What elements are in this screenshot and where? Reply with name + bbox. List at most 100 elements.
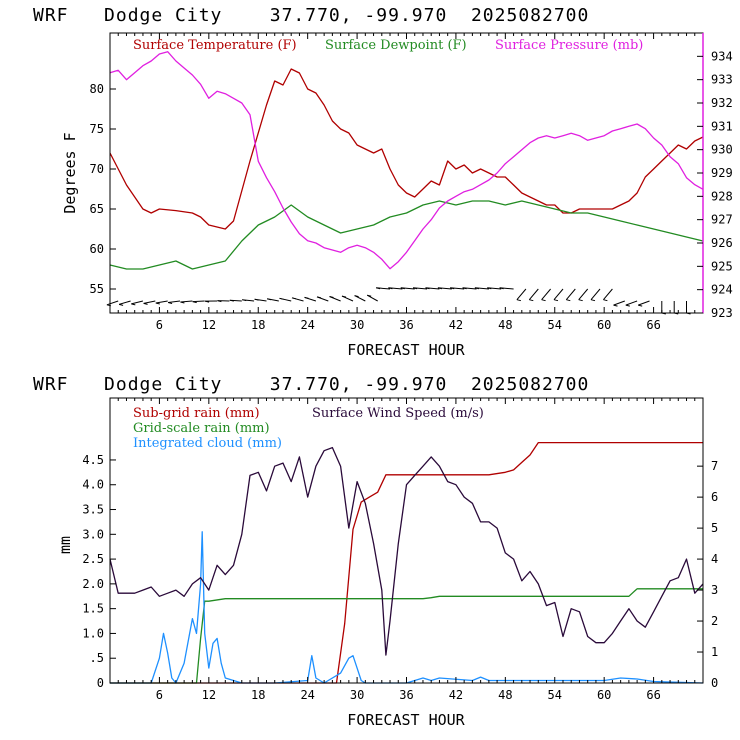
x-tick-label: 12 bbox=[202, 318, 216, 332]
x-tick-label: 30 bbox=[350, 318, 364, 332]
x-tick-label: 54 bbox=[548, 688, 562, 702]
wind-barb-flag bbox=[204, 300, 210, 303]
wind-barb bbox=[155, 300, 168, 304]
y-right-tick-label: 1 bbox=[711, 645, 718, 659]
y-right-tick-label: 7 bbox=[711, 459, 718, 473]
wind-barb bbox=[578, 288, 589, 301]
series-line-grid-scale-rain bbox=[110, 588, 703, 684]
y-right-tick-label: 928 bbox=[711, 189, 733, 203]
wind-barb-flag bbox=[367, 294, 372, 297]
wind-barb-flag bbox=[499, 287, 504, 290]
wind-barb-flag bbox=[400, 287, 405, 290]
y-tick-label: 55 bbox=[90, 282, 104, 296]
wind-barb bbox=[192, 300, 205, 303]
wind-barb-flag bbox=[516, 299, 522, 302]
series-line-surface-wind-speed bbox=[109, 446, 704, 656]
x-tick-label: 12 bbox=[202, 688, 216, 702]
y-right-tick-label: 3 bbox=[711, 583, 718, 597]
y-right-tick-label: 933 bbox=[711, 73, 733, 87]
y-tick-label: 75 bbox=[90, 122, 104, 136]
y-right-tick-label: 934 bbox=[711, 49, 733, 63]
wind-barb bbox=[106, 300, 119, 306]
series-line-sub-grid-rain bbox=[110, 441, 703, 684]
x-tick-label: 30 bbox=[350, 688, 364, 702]
y-right-tick-label: 2 bbox=[711, 614, 718, 628]
y-tick-label: 0 bbox=[97, 676, 104, 690]
wind-barb-flag bbox=[242, 299, 247, 302]
wind-barb-flag bbox=[566, 299, 571, 302]
wind-barb bbox=[565, 288, 576, 301]
x-tick-label: 36 bbox=[399, 318, 413, 332]
wind-barb bbox=[143, 300, 156, 304]
y-right-tick-label: 6 bbox=[711, 490, 718, 504]
wind-barb-flag bbox=[437, 287, 443, 290]
x-tick-label: 18 bbox=[251, 688, 265, 702]
wind-barb-flag bbox=[254, 298, 259, 301]
y-tick-label: 4.5 bbox=[82, 453, 104, 467]
x-tick-label: 24 bbox=[300, 318, 314, 332]
y-right-tick-label: 932 bbox=[711, 96, 733, 110]
series-line-surface-pressure bbox=[109, 51, 704, 270]
y-right-tick-label: 927 bbox=[711, 213, 733, 227]
wind-barb-flag bbox=[388, 287, 393, 290]
legend-pressure: Surface Pressure (mb) bbox=[495, 38, 643, 53]
x-tick-label: 6 bbox=[156, 318, 163, 332]
x-tick-label: 48 bbox=[498, 688, 512, 702]
y-right-tick-label: 0 bbox=[711, 676, 718, 690]
series-line-integrated-cloud bbox=[110, 531, 704, 684]
wind-barb-flag bbox=[143, 302, 148, 305]
wind-barb bbox=[516, 288, 527, 301]
wind-barb-flag bbox=[229, 299, 234, 302]
wind-barb-flag bbox=[541, 299, 546, 302]
legend-subgrid-rain: Sub-grid rain (mm) bbox=[133, 406, 260, 421]
wind-barb bbox=[528, 288, 539, 301]
wind-barb bbox=[168, 300, 181, 303]
wind-barb-flag bbox=[304, 296, 309, 299]
wind-barb-flag bbox=[553, 299, 559, 302]
wind-barb bbox=[590, 288, 601, 301]
wind-barb-flag bbox=[291, 297, 297, 300]
plot-frame-1 bbox=[109, 32, 704, 314]
y-right-tick-label: 925 bbox=[711, 259, 733, 273]
wind-barb-flag bbox=[450, 287, 455, 290]
y-tick-label: 80 bbox=[90, 82, 104, 96]
wind-barb-flag bbox=[118, 303, 124, 306]
legend-wind-speed: Surface Wind Speed (m/s) bbox=[312, 406, 484, 421]
wind-barb-flag bbox=[155, 302, 160, 305]
y-tick-label: 4.0 bbox=[82, 478, 104, 492]
y-tick-label: 60 bbox=[90, 242, 104, 256]
wind-barb-flag bbox=[474, 287, 480, 290]
y-right-tick-label: 931 bbox=[711, 119, 733, 133]
y-tick-label: 3.0 bbox=[82, 527, 104, 541]
chart-title-1: WRF Dodge City 37.770, -99.970 202508270… bbox=[33, 5, 589, 26]
x-tick-label: 24 bbox=[300, 688, 314, 702]
x-tick-label: 36 bbox=[399, 688, 413, 702]
x-tick-label: 48 bbox=[498, 318, 512, 332]
wind-barb-flag bbox=[625, 304, 630, 307]
series-line-surface-temperature bbox=[109, 68, 704, 230]
x-tick-label: 6 bbox=[156, 688, 163, 702]
wind-barb bbox=[603, 288, 613, 301]
wind-barb-flag bbox=[375, 287, 381, 290]
wind-barb-flag bbox=[412, 287, 418, 290]
x-tick-label: 18 bbox=[251, 318, 265, 332]
wind-barb-flag bbox=[487, 287, 492, 290]
x-axis-label-1: FORECAST HOUR bbox=[347, 341, 465, 359]
wind-barb bbox=[180, 300, 193, 303]
y-tick-label: 2.0 bbox=[82, 577, 104, 591]
x-tick-label: 42 bbox=[449, 318, 463, 332]
wind-barb bbox=[638, 300, 650, 306]
y-tick-label: 1.0 bbox=[82, 626, 104, 640]
wind-barb-flag bbox=[590, 299, 596, 302]
y-right-tick-label: 4 bbox=[711, 552, 718, 566]
wind-barb-flag bbox=[578, 299, 583, 302]
y-axis-label-2: mm bbox=[56, 536, 74, 554]
wind-barb-flag bbox=[180, 301, 185, 304]
y-right-tick-label: 929 bbox=[711, 166, 733, 180]
y-right-tick-label: 5 bbox=[711, 521, 718, 535]
x-tick-label: 42 bbox=[449, 688, 463, 702]
wind-barb-flag bbox=[462, 287, 467, 290]
wind-barb-flag bbox=[316, 296, 322, 299]
y-tick-label: 1.5 bbox=[82, 602, 104, 616]
